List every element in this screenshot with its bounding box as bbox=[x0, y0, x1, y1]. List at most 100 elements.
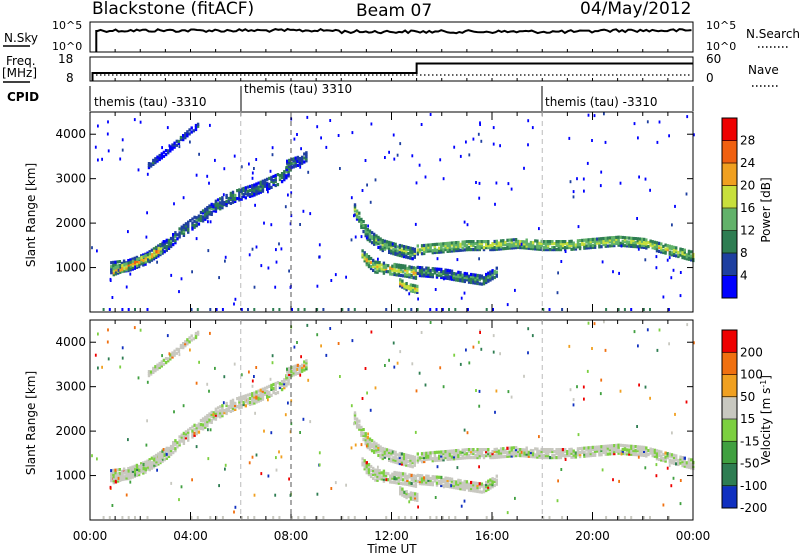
power-noise-cell bbox=[557, 271, 559, 275]
power-echo-cell bbox=[440, 275, 443, 280]
velocity-echo-cell bbox=[400, 456, 404, 460]
power-echo-cell bbox=[613, 244, 616, 248]
velocity-echo-cell bbox=[236, 405, 239, 409]
velocity-echo-cell bbox=[570, 455, 573, 459]
power-echo-cell bbox=[373, 232, 376, 236]
velocity-echo-cell bbox=[154, 367, 157, 371]
velocity-echo-cell bbox=[283, 386, 286, 390]
velocity-echo-cell bbox=[529, 452, 533, 457]
velocity-echo-cell bbox=[144, 466, 147, 470]
velocity-echo-cell bbox=[679, 461, 682, 465]
velocity-echo-cell bbox=[401, 472, 405, 476]
velocity-echo-cell bbox=[221, 406, 224, 410]
velocity-echo-cell bbox=[675, 456, 678, 460]
velocity-echo-cell bbox=[242, 394, 245, 399]
power-echo-cell bbox=[591, 237, 595, 241]
power-echo-cell bbox=[395, 265, 398, 269]
power-echo-cell bbox=[470, 240, 473, 244]
velocity-echo-cell bbox=[487, 448, 490, 452]
velocity-echo-cell bbox=[280, 384, 284, 388]
power-noise-cell bbox=[269, 169, 272, 173]
velocity-echo-cell bbox=[440, 454, 443, 458]
power-echo-cell bbox=[478, 276, 481, 280]
power-echo-cell bbox=[160, 152, 163, 156]
velocity-echo-cell bbox=[542, 456, 545, 460]
velocity-echo-cell bbox=[420, 460, 424, 464]
velocity-echo-cell bbox=[546, 448, 550, 452]
power-echo-cell bbox=[410, 275, 413, 279]
velocity-echo-cell bbox=[167, 359, 170, 363]
velocity-echo-cell bbox=[578, 447, 582, 451]
power-echo-cell bbox=[231, 194, 235, 198]
velocity-noise-cell bbox=[255, 453, 258, 457]
power-echo-cell bbox=[366, 234, 369, 238]
velocity-echo-cell bbox=[647, 449, 650, 453]
velocity-echo-cell bbox=[140, 469, 143, 474]
velocity-noise-cell bbox=[360, 443, 363, 447]
velocity-echo-cell bbox=[182, 344, 185, 348]
power-echo-cell bbox=[611, 236, 614, 240]
power-echo-cell bbox=[495, 270, 498, 274]
velocity-echo-cell bbox=[121, 473, 124, 478]
velocity-echo-cell bbox=[137, 467, 141, 471]
velocity-echo-cell bbox=[583, 446, 586, 450]
power-noise-cell bbox=[507, 182, 510, 186]
power-echo-cell bbox=[623, 244, 627, 248]
power-floor-cell bbox=[416, 308, 419, 311]
power-echo-cell bbox=[388, 242, 391, 246]
power-noise-cell bbox=[587, 113, 590, 117]
power-echo-cell bbox=[214, 201, 218, 205]
power-echo-cell bbox=[429, 272, 432, 277]
power-echo-cell bbox=[116, 260, 119, 264]
power-echo-cell bbox=[179, 137, 183, 142]
velocity-echo-cell bbox=[196, 330, 200, 334]
power-echo-cell bbox=[615, 235, 618, 239]
velocity-echo-cell bbox=[157, 458, 160, 462]
power-echo-cell bbox=[685, 255, 689, 259]
power-echo-cell bbox=[372, 258, 375, 262]
power-floor-cell bbox=[297, 308, 300, 311]
colorbar-swatch bbox=[722, 485, 737, 509]
power-echo-cell bbox=[276, 173, 280, 177]
power-echo-cell bbox=[409, 285, 413, 289]
power-echo-cell bbox=[171, 147, 174, 151]
velocity-echo-cell bbox=[623, 446, 627, 450]
velocity-echo-cell bbox=[487, 487, 490, 491]
power-echo-cell bbox=[305, 159, 308, 163]
velocity-echo-cell bbox=[457, 452, 460, 457]
power-echo-cell bbox=[375, 242, 378, 246]
velocity-echo-cell bbox=[204, 423, 207, 427]
velocity-echo-cell bbox=[366, 438, 369, 442]
velocity-noise-cell bbox=[162, 448, 165, 451]
velocity-echo-cell bbox=[358, 419, 361, 423]
velocity-echo-cell bbox=[540, 447, 543, 451]
velocity-noise-cell bbox=[604, 348, 607, 352]
power-echo-cell bbox=[411, 257, 414, 261]
power-echo-cell bbox=[397, 273, 401, 277]
velocity-echo-cell bbox=[397, 475, 401, 479]
power-echo-cell bbox=[409, 256, 412, 260]
power-echo-cell bbox=[427, 245, 430, 249]
power-echo-cell bbox=[600, 237, 603, 241]
power-echo-cell bbox=[470, 276, 473, 281]
velocity-echo-cell bbox=[393, 472, 396, 477]
velocity-noise-cell bbox=[399, 350, 402, 354]
velocity-echo-cell bbox=[450, 457, 454, 461]
velocity-echo-cell bbox=[452, 480, 456, 484]
velocity-echo-cell bbox=[372, 476, 375, 480]
power-echo-cell bbox=[672, 251, 676, 255]
velocity-echo-cell bbox=[495, 478, 498, 482]
power-echo-cell bbox=[429, 247, 432, 251]
power-echo-cell bbox=[248, 194, 252, 198]
power-echo-cell bbox=[440, 244, 443, 248]
velocity-echo-cell bbox=[157, 452, 160, 456]
velocity-noise-cell bbox=[121, 356, 124, 360]
colorbar-swatch bbox=[722, 374, 737, 398]
velocity-echo-cell bbox=[448, 451, 452, 455]
velocity-noise-cell bbox=[477, 340, 480, 344]
power-echo-cell bbox=[581, 238, 584, 242]
velocity-echo-cell bbox=[244, 404, 247, 408]
power-echo-cell bbox=[389, 272, 392, 276]
velocity-noise-cell bbox=[494, 410, 496, 414]
velocity-echo-cell bbox=[508, 452, 511, 456]
